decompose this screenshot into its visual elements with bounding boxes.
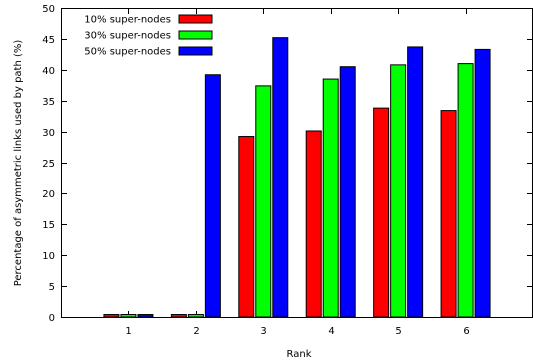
- bar: [339, 66, 356, 318]
- bar: [255, 85, 272, 318]
- legend-label: 10% super-nodes: [84, 15, 171, 26]
- bars: [103, 37, 491, 318]
- bar: [204, 74, 221, 318]
- legend-label: 50% super-nodes: [84, 47, 171, 58]
- y-tick-label: 35: [42, 97, 55, 108]
- y-tick-label: 40: [42, 66, 55, 77]
- bar: [407, 46, 424, 318]
- legend-swatch: [178, 46, 213, 56]
- y-tick-label: 20: [42, 189, 55, 200]
- legend-swatch: [178, 30, 213, 40]
- x-tick-label: 1: [125, 326, 131, 337]
- legend: 10% super-nodes 30% super-nodes 50% super-…: [84, 14, 213, 58]
- y-tick-label: 15: [42, 220, 55, 231]
- bar: [103, 314, 120, 318]
- bar: [272, 37, 289, 318]
- y-tick-label: 50: [42, 4, 55, 15]
- bar: [305, 130, 322, 318]
- bar: [440, 110, 457, 318]
- x-axis-label: Rank: [287, 349, 312, 360]
- x-tick-label: 6: [463, 326, 469, 337]
- legend-label: 30% super-nodes: [84, 31, 171, 42]
- y-tick-label: 0: [49, 313, 55, 324]
- bar: [137, 314, 154, 318]
- y-axis-label: Percentage of asymmetric links used by p…: [13, 40, 24, 287]
- bar: [120, 314, 137, 318]
- x-tick-label: 5: [395, 326, 401, 337]
- bar: [457, 63, 474, 318]
- y-axis: 0 5 10 15 20 25 30 35 40 45 50: [42, 4, 533, 324]
- bar: [390, 64, 407, 318]
- bar: [187, 314, 204, 318]
- y-tick-label: 5: [49, 282, 55, 293]
- bar: [170, 314, 187, 318]
- x-tick-label: 2: [193, 326, 199, 337]
- legend-swatch: [178, 14, 213, 24]
- x-tick-label: 4: [328, 326, 334, 337]
- y-tick-label: 30: [42, 128, 55, 139]
- y-tick-label: 45: [42, 35, 55, 46]
- y-tick-label: 10: [42, 251, 55, 262]
- x-tick-label: 3: [260, 326, 266, 337]
- bar: [373, 107, 390, 318]
- y-tick-label: 25: [42, 159, 55, 170]
- bar: [322, 78, 339, 318]
- bar: [474, 48, 491, 318]
- bar: [238, 136, 255, 318]
